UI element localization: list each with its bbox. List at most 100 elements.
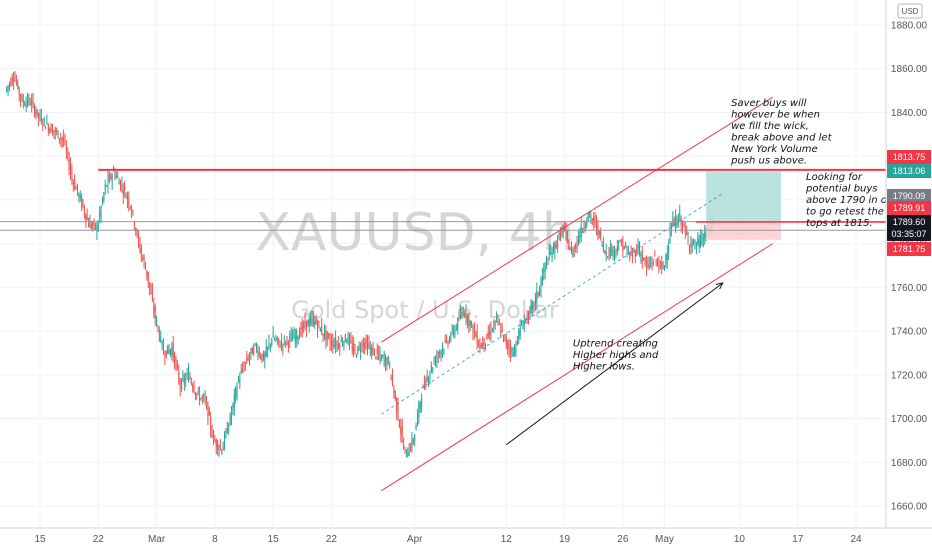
candle-body xyxy=(665,254,667,264)
candle-body xyxy=(178,371,180,382)
candle-body xyxy=(426,377,428,380)
candle-body xyxy=(619,240,621,242)
candle-body xyxy=(541,276,543,286)
x-tick-label: 12 xyxy=(501,534,513,545)
candle-body xyxy=(552,243,554,254)
candle-body xyxy=(686,230,688,236)
candle-body xyxy=(182,376,184,381)
candle-body xyxy=(221,449,223,454)
candle-body xyxy=(340,339,342,343)
grid xyxy=(0,0,886,528)
x-tick-label: 10 xyxy=(734,534,746,545)
candle-body xyxy=(645,262,647,268)
candle-body xyxy=(222,446,224,451)
candle-body xyxy=(172,343,174,357)
price-tag-bg xyxy=(887,201,931,215)
x-tick-label: May xyxy=(655,534,674,545)
candle-body xyxy=(529,308,531,314)
candle-body xyxy=(6,87,8,91)
candle-body xyxy=(629,251,631,260)
candle-body xyxy=(403,444,405,448)
candle-body xyxy=(167,345,169,354)
price-tag: 1789.60 xyxy=(887,215,931,229)
candle-body xyxy=(228,427,230,430)
candle-body xyxy=(522,327,524,330)
candle-body xyxy=(584,226,586,228)
candle-body xyxy=(332,339,334,348)
candle-body xyxy=(56,129,58,133)
candle-body xyxy=(292,337,294,342)
candle-body xyxy=(100,206,102,217)
candle-body xyxy=(623,246,625,250)
candle-body xyxy=(448,338,450,342)
candle-body xyxy=(414,434,416,441)
price-tag-text: 1789.91 xyxy=(893,203,926,213)
candle-body xyxy=(632,254,634,256)
candle-body xyxy=(315,317,317,325)
candle-body xyxy=(607,256,609,258)
candle-body xyxy=(68,160,70,171)
candle-body xyxy=(654,255,656,257)
candle-body xyxy=(688,244,690,248)
candle-body xyxy=(376,348,378,354)
candle-body xyxy=(597,223,599,236)
candle-body xyxy=(600,231,602,237)
symbol-watermark: XAUUSD, 4h xyxy=(255,203,574,263)
candle-body xyxy=(650,263,652,265)
candle-body xyxy=(310,317,312,324)
candle-body xyxy=(104,184,106,191)
candle-body xyxy=(554,242,556,252)
candle-body xyxy=(169,349,171,353)
candle-body xyxy=(484,343,486,345)
candle-body xyxy=(185,379,187,381)
price-tag-text: 1813.75 xyxy=(893,152,926,162)
candle-body xyxy=(15,80,17,84)
candle-body xyxy=(140,247,142,255)
candle-body xyxy=(543,269,545,272)
candle-body xyxy=(101,199,103,203)
candle-body xyxy=(387,357,389,363)
position-profit-zone xyxy=(706,171,782,222)
candle-body xyxy=(39,114,41,118)
price-tag-bg xyxy=(887,215,931,229)
candle-body xyxy=(336,343,338,345)
candle-body xyxy=(206,402,208,404)
candle-body xyxy=(286,337,288,340)
annotation-line: however be when xyxy=(731,109,820,120)
candle-body xyxy=(512,352,514,357)
candle-body xyxy=(636,250,638,254)
candle-body xyxy=(83,208,85,215)
candle-body xyxy=(45,126,47,130)
candle-body xyxy=(639,247,641,256)
candle-body xyxy=(412,440,414,443)
candle-body xyxy=(271,339,273,345)
candle-body xyxy=(142,258,144,260)
candle-body xyxy=(446,338,448,341)
candle-body xyxy=(647,263,649,265)
candle-body xyxy=(308,319,310,327)
candle-body xyxy=(342,344,344,346)
candle-body xyxy=(335,338,337,347)
candle-body xyxy=(53,130,55,132)
candle-body xyxy=(655,259,657,261)
candle-body xyxy=(330,340,332,346)
price-tag-text: 1781.75 xyxy=(893,244,926,254)
candle-body xyxy=(199,394,201,401)
candle-body xyxy=(217,441,219,451)
candle-body xyxy=(354,348,356,351)
candle-body xyxy=(594,219,596,221)
candle-body xyxy=(572,248,574,258)
candle-body xyxy=(57,130,59,139)
candle-body xyxy=(149,282,151,289)
candle-body xyxy=(283,338,285,340)
candle-body xyxy=(683,223,685,225)
candle-body xyxy=(459,312,461,317)
candle-body xyxy=(58,138,60,140)
candle-body xyxy=(176,362,178,370)
candle-body xyxy=(609,248,611,257)
candle-body xyxy=(33,106,35,115)
candle-body xyxy=(375,357,377,359)
